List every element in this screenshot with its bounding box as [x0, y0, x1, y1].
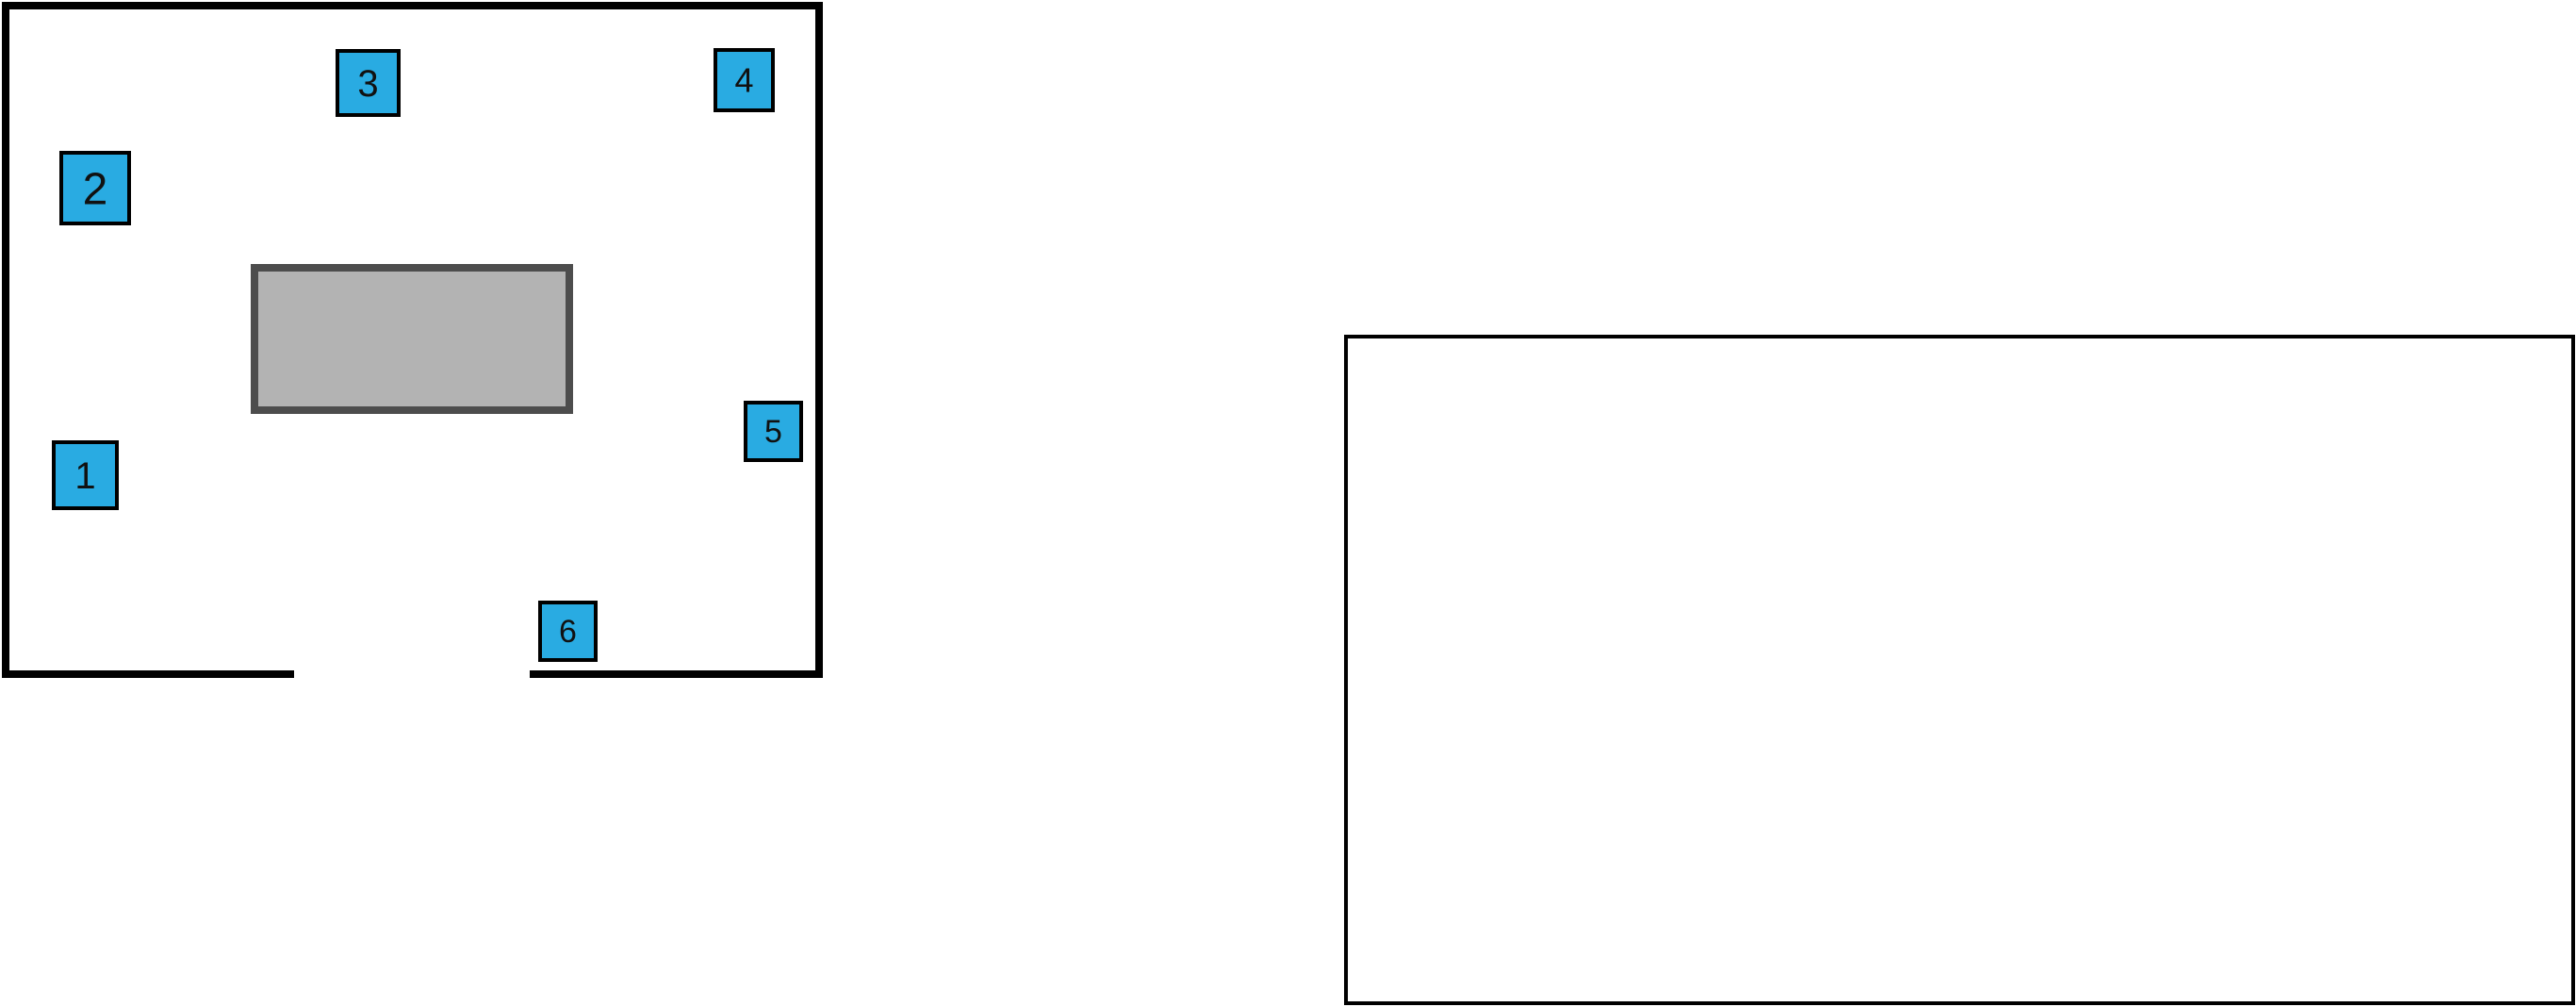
- marker-1-box: [52, 440, 119, 510]
- marker-5-box: [744, 401, 803, 462]
- marker-2: 2: [59, 151, 131, 225]
- marker-6: 6: [538, 601, 598, 662]
- empty-panel: [1344, 335, 2575, 1005]
- marker-6-label: 6: [559, 614, 577, 650]
- room-walls: [2, 2, 823, 678]
- marker-5: 5: [744, 401, 803, 462]
- marker-4: 4: [714, 48, 775, 112]
- marker-4-label: 4: [734, 61, 753, 100]
- marker-3-label: 3: [357, 63, 378, 105]
- marker-6-box: [538, 601, 598, 662]
- marker-1-label: 1: [74, 455, 95, 497]
- marker-4-box: [714, 48, 775, 112]
- marker-2-box: [59, 151, 131, 225]
- table: [251, 264, 573, 414]
- marker-3-box: [336, 49, 401, 117]
- marker-1: 1: [52, 440, 119, 510]
- marker-3: 3: [336, 49, 401, 117]
- marker-5-label: 5: [764, 414, 782, 450]
- marker-2-label: 2: [83, 165, 108, 215]
